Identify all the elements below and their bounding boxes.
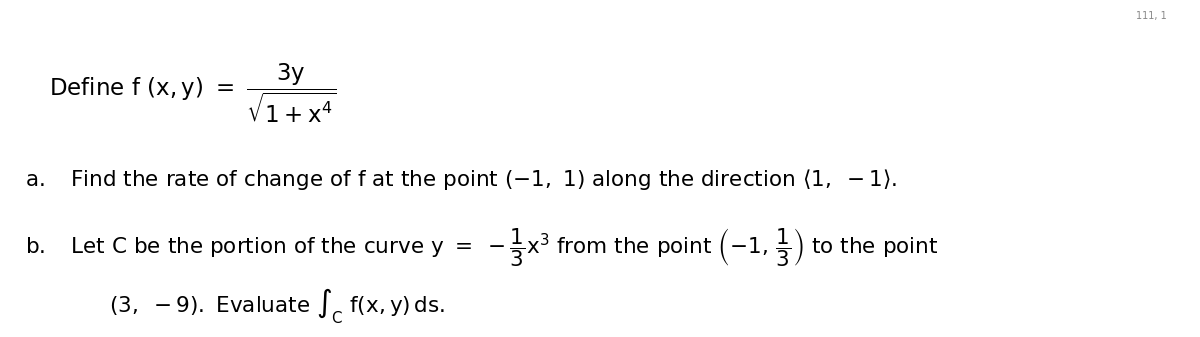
Text: $\mathrm{a.\quad Find\ the\ rate\ of\ change\ of\ f\ at\ the\ point\ (-1,\ 1)\ a: $\mathrm{a.\quad Find\ the\ rate\ of\ ch… (25, 167, 898, 192)
Text: $\mathrm{Define\ f\ (x,y)\ =\ \dfrac{3y}{\sqrt{1+x^4}}}$: $\mathrm{Define\ f\ (x,y)\ =\ \dfrac{3y}… (49, 61, 337, 125)
Text: $\mathrm{(3,\ -9).\ Evaluate\ \int_C\ f(x,y)\,ds.}$: $\mathrm{(3,\ -9).\ Evaluate\ \int_C\ f(… (109, 286, 445, 326)
Text: $\mathrm{b.\quad Let\ C\ be\ the\ portion\ of\ the\ curve\ y\ =\ -\dfrac{1}{3}x^: $\mathrm{b.\quad Let\ C\ be\ the\ portio… (25, 226, 938, 269)
Text: 111, 1: 111, 1 (1136, 11, 1166, 21)
